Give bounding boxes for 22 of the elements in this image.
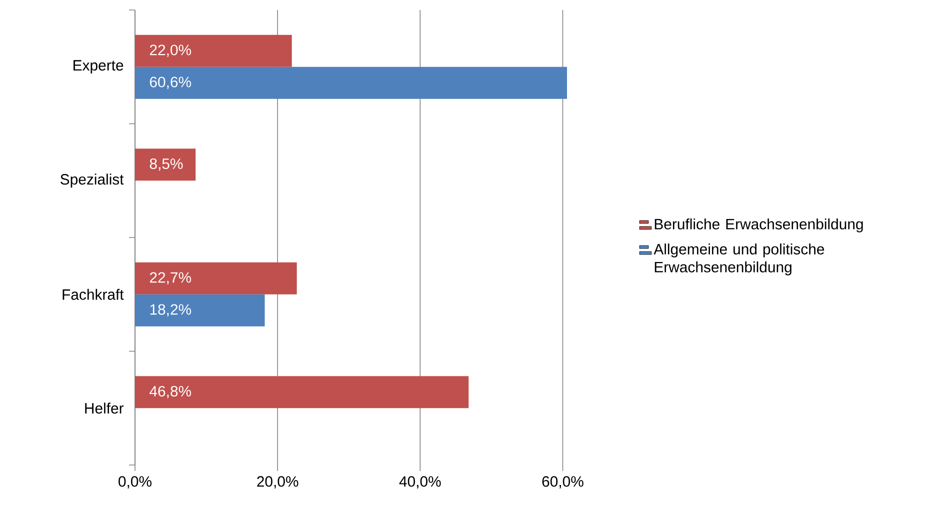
bar	[135, 262, 297, 294]
x-tick-label: 40,0%	[399, 476, 441, 489]
bar	[135, 34, 292, 67]
data-label: 60,6%	[150, 76, 192, 90]
data-label: 22,7%	[150, 272, 192, 285]
y-tick-label: Experte	[74, 60, 124, 74]
y-tick-label: Fachkraft	[62, 288, 124, 300]
bar	[135, 294, 265, 326]
data-label: 8,5%	[150, 158, 183, 171]
bar	[135, 148, 196, 181]
data-label: 22,0%	[150, 44, 192, 58]
y-tick-label: Spezialist	[60, 174, 124, 188]
y-tick-label: Helfer	[85, 402, 124, 414]
bar	[135, 66, 568, 99]
x-tick-label: 20,0%	[257, 476, 298, 489]
legend-label: Berufliche Erwachsenenbildung	[654, 218, 863, 232]
x-tick-label: 60,0%	[542, 476, 584, 489]
data-label: 46,8%	[150, 386, 192, 398]
bar	[135, 376, 469, 408]
x-tick-label: 0,0%	[118, 476, 152, 489]
data-label: 18,2%	[150, 304, 192, 317]
legend-label: Allgemeine und politische Erwachsenenbildung	[654, 243, 824, 276]
